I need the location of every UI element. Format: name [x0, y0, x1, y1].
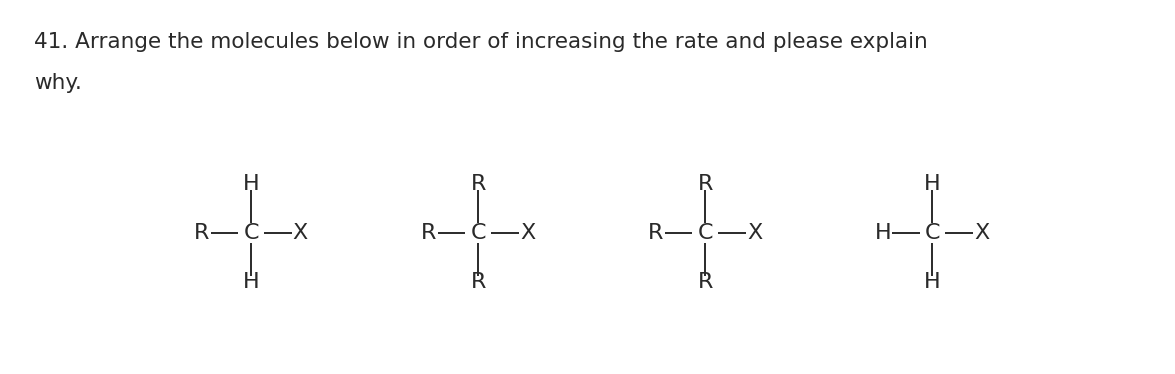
Text: C: C: [470, 223, 486, 243]
Text: H: H: [924, 272, 941, 292]
Text: X: X: [293, 223, 308, 243]
Text: X: X: [519, 223, 535, 243]
Text: H: H: [874, 223, 892, 243]
Text: why.: why.: [34, 73, 82, 93]
Text: R: R: [421, 223, 436, 243]
Text: X: X: [974, 223, 989, 243]
Text: C: C: [698, 223, 713, 243]
Text: R: R: [649, 223, 664, 243]
Text: C: C: [243, 223, 258, 243]
Text: R: R: [470, 174, 485, 194]
Text: R: R: [698, 174, 713, 194]
Text: H: H: [243, 272, 260, 292]
Text: H: H: [243, 174, 260, 194]
Text: R: R: [698, 272, 713, 292]
Text: H: H: [924, 174, 941, 194]
Text: X: X: [747, 223, 763, 243]
Text: R: R: [194, 223, 209, 243]
Text: 41. Arrange the molecules below in order of increasing the rate and please expla: 41. Arrange the molecules below in order…: [34, 31, 927, 52]
Text: C: C: [925, 223, 940, 243]
Text: R: R: [470, 272, 485, 292]
